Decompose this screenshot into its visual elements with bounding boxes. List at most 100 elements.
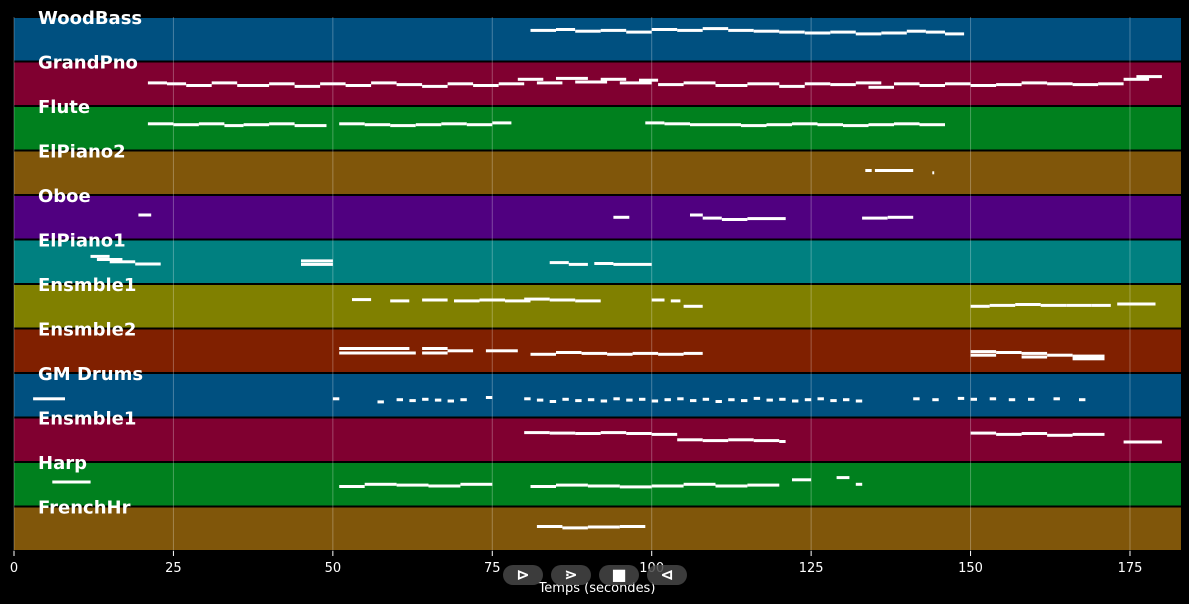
note-mark xyxy=(479,298,505,302)
note-mark xyxy=(600,28,627,32)
note-mark xyxy=(600,431,627,435)
note-mark xyxy=(779,440,786,443)
next-button[interactable]: ⋗ xyxy=(551,565,591,585)
note-mark xyxy=(804,82,831,86)
note-mark xyxy=(970,304,990,308)
note-mark xyxy=(1053,397,1060,401)
note-mark xyxy=(556,351,582,354)
note-mark xyxy=(492,121,512,125)
note-mark xyxy=(1040,303,1067,307)
note-mark xyxy=(549,431,576,435)
notes-layer xyxy=(33,27,1162,530)
note-mark xyxy=(396,483,429,487)
note-mark xyxy=(536,81,563,85)
note-mark xyxy=(422,347,448,350)
note-mark xyxy=(619,525,646,528)
note-mark xyxy=(677,28,703,32)
note-mark xyxy=(1047,82,1073,86)
note-mark xyxy=(613,215,630,219)
note-mark xyxy=(371,81,397,85)
note-mark xyxy=(517,77,544,81)
note-mark xyxy=(524,297,550,301)
note-mark xyxy=(683,81,716,85)
note-mark xyxy=(702,216,722,220)
note-mark xyxy=(396,83,423,87)
note-mark xyxy=(830,83,856,87)
back-button[interactable]: ⊲ xyxy=(647,565,687,585)
note-mark xyxy=(1047,353,1073,357)
track-band xyxy=(14,507,1181,550)
track-label: Ensmble2 xyxy=(38,320,136,341)
note-mark xyxy=(651,484,684,488)
x-tick-label: 175 xyxy=(1118,561,1143,576)
x-tick-label: 0 xyxy=(10,561,18,576)
note-mark xyxy=(1072,354,1105,358)
note-mark xyxy=(447,399,454,403)
note-mark xyxy=(1047,433,1073,437)
note-mark xyxy=(996,432,1022,436)
note-mark xyxy=(664,398,671,402)
stop-button[interactable]: ■ xyxy=(599,565,639,585)
note-mark xyxy=(224,124,244,128)
note-mark xyxy=(377,400,384,404)
note-mark xyxy=(575,399,582,403)
track-label: Harp xyxy=(38,453,87,474)
note-mark xyxy=(626,398,633,402)
note-mark xyxy=(817,397,824,401)
note-mark xyxy=(690,213,703,217)
note-mark xyxy=(779,30,805,34)
note-mark xyxy=(562,397,569,401)
x-tick-label: 25 xyxy=(165,561,182,576)
note-mark xyxy=(874,169,914,172)
note-mark xyxy=(868,85,894,89)
note-mark xyxy=(301,262,333,266)
x-tick-label: 50 xyxy=(325,561,342,576)
note-mark xyxy=(549,298,576,302)
note-mark xyxy=(970,431,997,435)
note-mark xyxy=(556,483,588,487)
track-label: Flute xyxy=(38,97,90,118)
note-mark xyxy=(211,81,238,85)
note-mark xyxy=(715,484,748,488)
note-mark xyxy=(1072,432,1105,436)
note-mark xyxy=(549,261,569,265)
note-mark xyxy=(626,432,652,435)
note-mark xyxy=(485,349,518,353)
note-mark xyxy=(779,397,786,401)
play-button[interactable]: ⊳ xyxy=(503,565,543,585)
track-labels: WoodBass GrandPno Flute ElPiano2 Oboe ElPiano… xyxy=(38,8,143,519)
track-label: Ensmble1 xyxy=(38,275,136,296)
note-mark xyxy=(96,258,123,261)
note-mark xyxy=(33,397,65,401)
track-label: Ensmble1 xyxy=(38,409,136,430)
note-mark xyxy=(804,398,812,402)
note-mark xyxy=(562,526,588,530)
note-mark xyxy=(332,397,340,401)
note-mark xyxy=(600,399,608,403)
note-mark xyxy=(575,80,608,84)
track-band xyxy=(14,107,1181,150)
note-mark xyxy=(536,398,544,402)
note-mark xyxy=(817,123,843,127)
note-mark xyxy=(1117,302,1156,306)
note-mark xyxy=(294,84,321,88)
note-mark xyxy=(677,397,684,401)
note-mark xyxy=(619,485,652,489)
track-band xyxy=(14,196,1181,239)
note-mark xyxy=(894,122,920,126)
note-mark xyxy=(855,399,863,403)
note-mark xyxy=(626,30,652,34)
note-mark xyxy=(1072,83,1099,87)
note-mark xyxy=(447,82,474,86)
note-mark xyxy=(587,525,620,529)
note-mark xyxy=(741,124,767,128)
note-mark xyxy=(715,400,722,403)
note-mark xyxy=(632,351,659,355)
track-label: ElPiano2 xyxy=(38,142,126,163)
note-mark xyxy=(894,82,920,86)
note-mark xyxy=(167,82,187,86)
note-mark xyxy=(339,485,365,488)
note-mark xyxy=(575,432,601,435)
note-mark xyxy=(186,84,212,87)
note-mark xyxy=(728,398,735,402)
